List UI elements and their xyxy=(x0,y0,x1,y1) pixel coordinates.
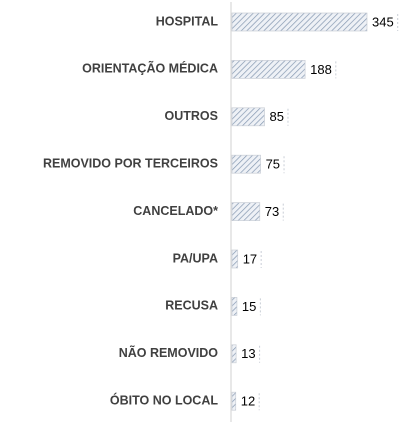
value-label: 85 xyxy=(270,109,284,124)
value-label: 75 xyxy=(266,157,280,172)
y-tick-label: CANCELADO* xyxy=(133,204,218,218)
bar xyxy=(231,249,239,269)
y-tick-label: NÃO REMOVIDO xyxy=(119,345,219,360)
y-tick-label: HOSPITAL xyxy=(156,14,219,28)
y-tick-label: OUTROS xyxy=(165,109,218,123)
bar xyxy=(231,154,261,174)
bar xyxy=(231,107,265,127)
value-label: 15 xyxy=(242,299,256,314)
value-label: 345 xyxy=(372,14,394,29)
y-tick-label: ORIENTAÇÃO MÉDICA xyxy=(82,61,218,76)
y-tick-label: PA/UPA xyxy=(173,251,218,265)
value-label: 188 xyxy=(310,62,332,77)
value-label: 73 xyxy=(265,204,279,219)
y-tick-label: REMOVIDO POR TERCEIROS xyxy=(43,156,218,170)
value-label: 12 xyxy=(241,394,255,409)
y-tick-label: ÓBITO NO LOCAL xyxy=(110,392,218,407)
y-tick-label: RECUSA xyxy=(165,299,218,313)
bar xyxy=(231,60,306,79)
value-label: 13 xyxy=(241,346,255,361)
bar xyxy=(231,344,237,364)
bar xyxy=(231,12,368,32)
value-label: 17 xyxy=(243,251,257,266)
bar xyxy=(231,297,238,316)
bar xyxy=(231,391,237,411)
bar xyxy=(231,202,261,221)
